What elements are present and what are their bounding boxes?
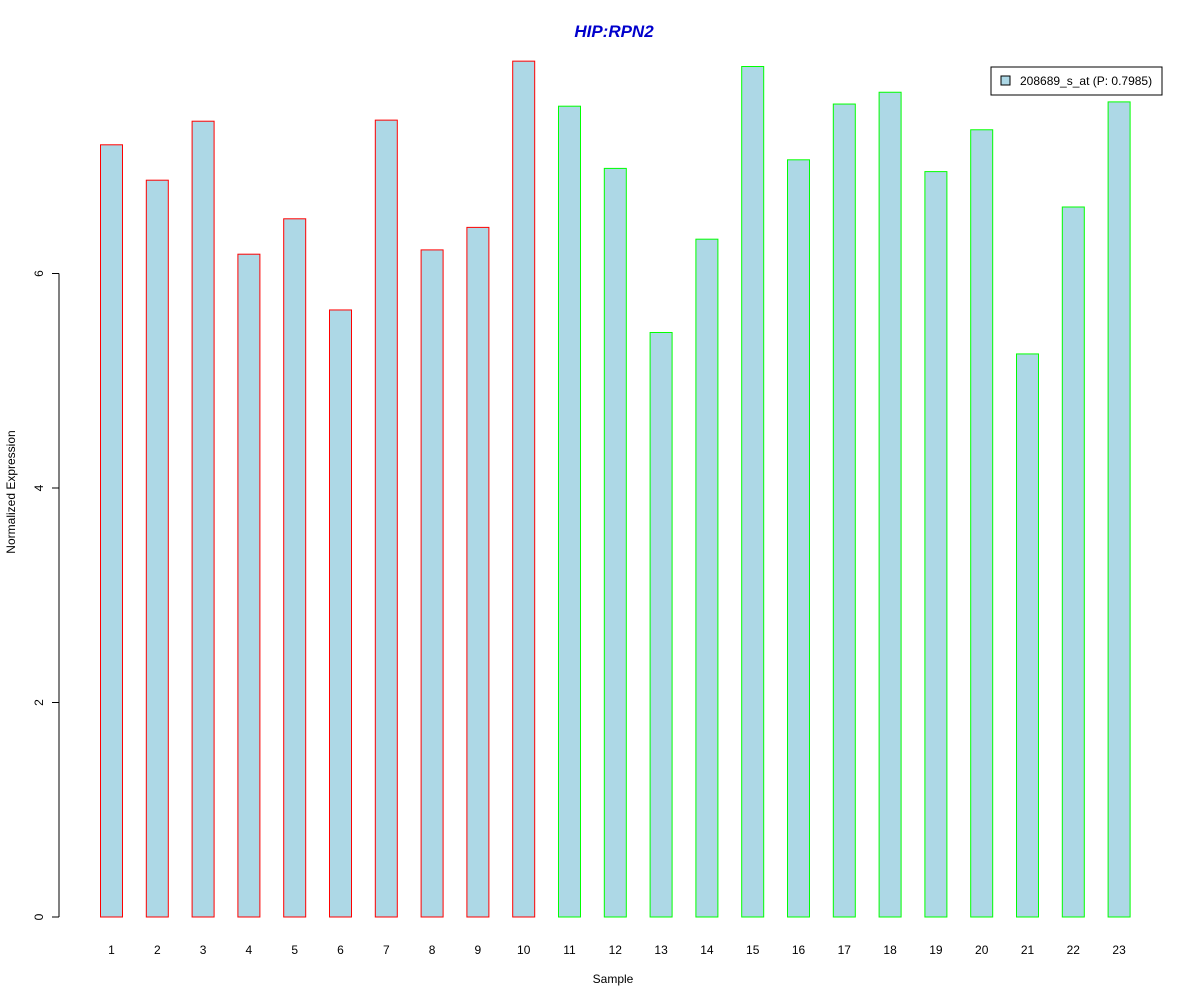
x-tick-label: 22 (1067, 943, 1081, 957)
bar-sample-2 (145, 179, 169, 918)
x-tick-label: 16 (792, 943, 806, 957)
legend: 208689_s_at (P: 0.7985) (990, 66, 1163, 96)
x-tick-label: 4 (246, 943, 253, 957)
y-axis: 0 2 4 6 (32, 270, 60, 920)
y-axis-label: Normalized Expression (4, 430, 18, 553)
bar-sample-23 (1107, 101, 1131, 918)
x-tick-label: 1 (108, 943, 115, 957)
x-tick-label: 2 (154, 943, 161, 957)
bar-sample-3 (191, 120, 215, 918)
x-tick-label: 14 (700, 943, 714, 957)
x-tick-label: 18 (883, 943, 897, 957)
x-tick-label: 7 (383, 943, 390, 957)
bar-sample-19 (924, 171, 948, 918)
bar-sample-13 (649, 331, 673, 918)
bar-sample-8 (420, 249, 444, 918)
bar-sample-15 (741, 66, 765, 918)
x-tick-labels: 1 2 3 4 5 6 7 8 9 10 11 12 13 14 15 16 17 18 19 20 21 22 23 (108, 943, 1126, 957)
bars-group (100, 60, 1131, 918)
bar-sample-14 (695, 238, 719, 918)
x-tick-label: 11 (563, 943, 576, 957)
bar-sample-6 (329, 309, 352, 918)
bar-sample-11 (558, 105, 581, 918)
y-tick-label: 4 (32, 484, 46, 491)
x-tick-label: 13 (654, 943, 668, 957)
y-tick-label: 2 (32, 699, 46, 706)
chart-title: HIP:RPN2 (574, 22, 654, 41)
x-tick-label: 21 (1021, 943, 1035, 957)
bar-sample-18 (878, 91, 902, 918)
y-tick-label: 0 (32, 913, 46, 920)
bar-sample-5 (283, 218, 307, 918)
y-tick-label: 6 (32, 270, 46, 277)
bar-sample-7 (374, 119, 398, 918)
x-tick-label: 17 (838, 943, 852, 957)
x-tick-label: 8 (429, 943, 436, 957)
x-tick-label: 23 (1112, 943, 1126, 957)
bar-sample-20 (970, 129, 994, 918)
legend-swatch (1000, 75, 1011, 86)
bar-sample-16 (787, 159, 810, 918)
legend-box (990, 66, 1163, 96)
x-tick-label: 19 (929, 943, 943, 957)
legend-label: 208689_s_at (P: 0.7985) (1020, 74, 1152, 88)
bar-sample-1 (100, 144, 123, 918)
x-tick-label: 10 (517, 943, 531, 957)
x-tick-label: 12 (609, 943, 623, 957)
x-tick-label: 3 (200, 943, 207, 957)
bar-sample-22 (1061, 206, 1085, 918)
bar-sample-4 (237, 253, 261, 918)
bar-sample-10 (512, 60, 536, 918)
x-axis-label: Sample (593, 972, 634, 986)
x-tick-label: 5 (291, 943, 298, 957)
bar-sample-9 (466, 226, 490, 918)
bar-sample-17 (832, 103, 856, 918)
x-tick-label: 20 (975, 943, 989, 957)
x-tick-label: 15 (746, 943, 760, 957)
bar-sample-12 (603, 167, 627, 918)
x-tick-label: 9 (475, 943, 482, 957)
bar-sample-21 (1016, 353, 1039, 918)
x-tick-label: 6 (337, 943, 344, 957)
